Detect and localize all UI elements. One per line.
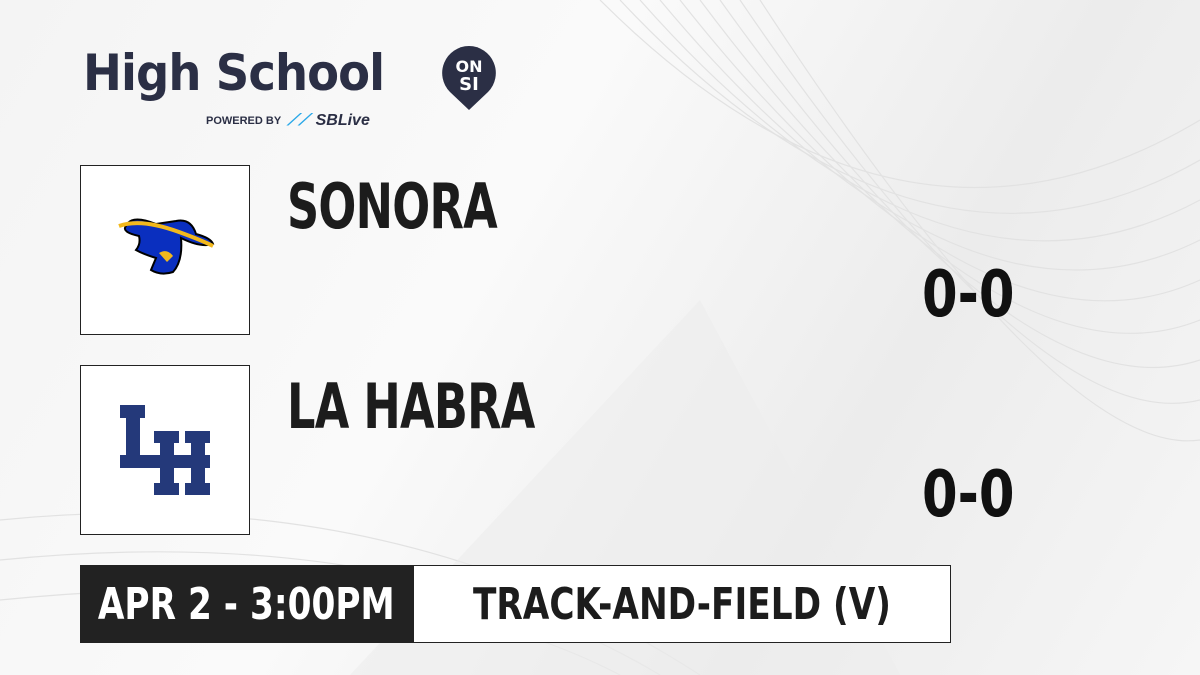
team-score: 0-0 <box>922 458 1015 532</box>
team-logo-sonora <box>80 165 250 335</box>
raider-hat-icon <box>118 218 215 275</box>
svg-text:SI: SI <box>459 74 479 95</box>
team-logo-la-habra <box>80 365 250 535</box>
on-si-pin-icon: ON SI <box>442 46 496 110</box>
game-datetime: APR 2 - 3:00PM <box>80 565 413 643</box>
svg-text:ON: ON <box>456 57 483 76</box>
game-sport: TRACK-AND-FIELD (V) <box>413 565 951 643</box>
brand-title: High School <box>83 44 385 102</box>
powered-by: POWERED BY ⟋⟋ SBLive <box>206 112 370 130</box>
team-name: SONORA <box>287 170 498 243</box>
powered-by-label: POWERED BY <box>206 115 282 127</box>
game-sport-text: TRACK-AND-FIELD (V) <box>472 578 891 630</box>
team-score: 0-0 <box>922 258 1015 332</box>
lh-monogram-icon <box>120 405 210 495</box>
sponsor-name: SBLive <box>315 112 370 129</box>
game-datetime-text: APR 2 - 3:00PM <box>98 578 395 630</box>
team-name: LA HABRA <box>287 370 535 443</box>
sblive-icon: ⟋⟋ <box>287 112 310 129</box>
game-info-bar: APR 2 - 3:00PM TRACK-AND-FIELD (V) <box>80 565 951 643</box>
